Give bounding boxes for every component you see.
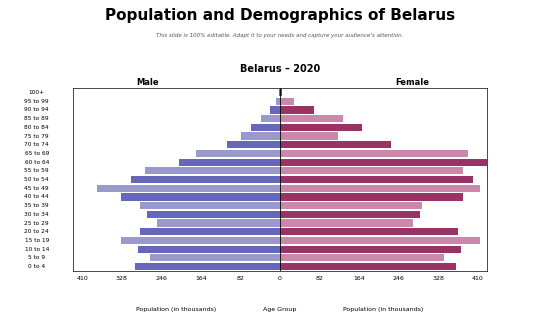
Bar [138, 246, 280, 253]
Text: Population (in thousands): Population (in thousands) [136, 307, 217, 312]
Bar [121, 193, 280, 201]
Bar [276, 98, 280, 105]
Bar [280, 220, 413, 226]
Text: Female: Female [395, 77, 430, 87]
Bar [270, 106, 280, 113]
Bar [145, 167, 280, 175]
Bar [130, 176, 280, 183]
Text: This slide is 100% editable. Adapt it to your needs and capture your audience’s : This slide is 100% editable. Adapt it to… [156, 33, 404, 38]
Bar [157, 220, 280, 226]
Bar [251, 124, 280, 131]
Bar [140, 228, 280, 235]
Bar [280, 98, 295, 105]
Bar [140, 202, 280, 209]
Bar [136, 263, 280, 270]
Bar [195, 150, 280, 157]
Bar [147, 211, 280, 218]
Text: Male: Male [136, 77, 158, 87]
Bar [280, 158, 487, 166]
Bar [280, 228, 458, 235]
Bar [280, 176, 473, 183]
Bar [280, 124, 362, 131]
Text: Population and Demographics of Belarus: Population and Demographics of Belarus [105, 8, 455, 23]
Text: Population (in thousands): Population (in thousands) [343, 307, 424, 312]
Bar [279, 89, 280, 96]
Bar [150, 254, 280, 261]
Bar [179, 158, 280, 166]
Bar [280, 167, 463, 175]
Bar [280, 141, 391, 148]
Bar [280, 185, 480, 192]
Bar [280, 89, 282, 96]
Bar [280, 211, 420, 218]
Bar [280, 263, 456, 270]
Bar [121, 237, 280, 244]
Bar [280, 133, 338, 140]
Bar [280, 254, 444, 261]
Bar [280, 106, 314, 113]
Bar [227, 141, 280, 148]
Bar [280, 246, 461, 253]
Bar [280, 237, 480, 244]
Bar [261, 115, 280, 122]
Bar [97, 185, 280, 192]
Bar [280, 150, 468, 157]
Bar [280, 193, 463, 201]
Bar [241, 133, 280, 140]
Text: Belarus – 2020: Belarus – 2020 [240, 64, 320, 74]
Text: Age Group: Age Group [263, 307, 297, 312]
Bar [280, 202, 422, 209]
Bar [280, 115, 343, 122]
